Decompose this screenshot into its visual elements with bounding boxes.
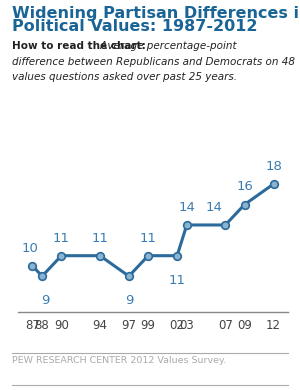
Text: 10: 10 [21, 242, 38, 255]
Text: 16: 16 [236, 181, 253, 193]
Text: difference between Republicans and Democrats on 48: difference between Republicans and Democ… [12, 57, 295, 67]
Text: 11: 11 [140, 232, 157, 245]
Text: 9: 9 [41, 294, 49, 307]
Text: How to read the chart:: How to read the chart: [12, 41, 146, 51]
Text: 18: 18 [265, 160, 282, 173]
Text: Political Values: 1987-2012: Political Values: 1987-2012 [12, 19, 257, 34]
Text: 11: 11 [92, 232, 109, 245]
Text: 11: 11 [53, 232, 70, 245]
Text: 14: 14 [178, 201, 195, 214]
Text: 14: 14 [206, 201, 223, 214]
Text: values questions asked over past 25 years.: values questions asked over past 25 year… [12, 72, 237, 82]
Text: Widening Partisan Differences in: Widening Partisan Differences in [12, 6, 300, 21]
Text: Average percentage-point: Average percentage-point [98, 41, 237, 51]
Text: 9: 9 [125, 294, 133, 307]
Text: PEW RESEARCH CENTER 2012 Values Survey.: PEW RESEARCH CENTER 2012 Values Survey. [12, 356, 226, 365]
Text: 11: 11 [169, 274, 186, 287]
